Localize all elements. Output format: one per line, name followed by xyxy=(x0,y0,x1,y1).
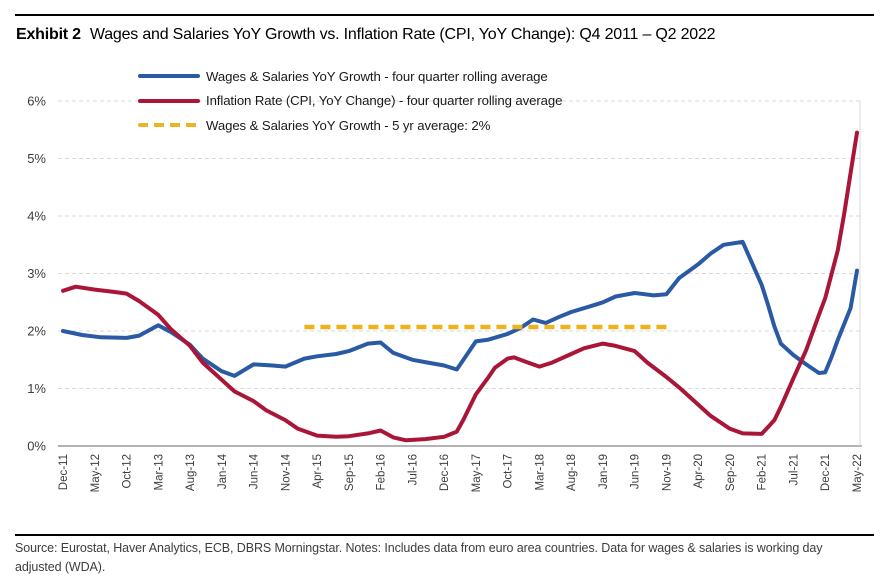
x-axis-tick-label: Jan-14 xyxy=(217,453,229,489)
exhibit-label: Exhibit 2 xyxy=(16,26,81,43)
x-axis-tick-label: Apr-20 xyxy=(693,454,705,489)
y-axis-tick-label: 0% xyxy=(27,439,46,454)
x-axis-tick-label: Dec-21 xyxy=(820,454,832,491)
x-axis-tick-label: Feb-21 xyxy=(757,454,769,490)
y-axis-tick-label: 3% xyxy=(27,266,46,281)
y-axis-tick-label: 5% xyxy=(27,151,46,166)
x-axis-tick-label: Feb-16 xyxy=(376,454,388,490)
inflation-line-swatch-icon xyxy=(138,98,200,103)
y-axis-tick-label: 6% xyxy=(27,94,46,109)
x-axis-tick-label: Oct-12 xyxy=(122,454,134,489)
x-axis-tick-label: Jun-19 xyxy=(630,454,642,489)
x-axis-tick-label: Aug-18 xyxy=(566,454,578,491)
x-axis-tick-label: May-17 xyxy=(471,454,483,492)
x-axis-tick-label: Jun-14 xyxy=(249,453,261,489)
footer-rule xyxy=(15,534,874,536)
x-axis-tick-label: Aug-13 xyxy=(185,454,197,491)
wages-salaries-line xyxy=(61,239,859,378)
y-axis-tick-label: 1% xyxy=(27,381,46,396)
x-axis-tick-label: May-12 xyxy=(90,454,102,492)
x-axis-tick-label: Jan-19 xyxy=(598,454,610,489)
legend-label: Wages & Salaries YoY Growth - four quart… xyxy=(206,68,548,84)
chart-title: Exhibit 2 Wages and Salaries YoY Growth v… xyxy=(16,26,716,44)
x-axis-tick-label: May-22 xyxy=(852,454,864,492)
x-axis-tick-label: Sep-15 xyxy=(344,454,356,491)
inflation-line xyxy=(61,130,859,443)
top-rule xyxy=(15,14,874,16)
legend-label: Inflation Rate (CPI, YoY Change) - four … xyxy=(206,93,563,109)
x-axis-tick-label: Jul-21 xyxy=(788,454,800,485)
legend-item-average: Wages & Salaries YoY Growth - 5 yr avera… xyxy=(138,113,562,138)
x-axis-tick-label: Dec-11 xyxy=(58,454,70,490)
x-axis-tick-label: Oct-17 xyxy=(503,454,515,489)
plot-svg: 0% 1% 2% 3% 4% 5% 6% Dec-11 May-12 Oct-12 Mar-13 Au… xyxy=(27,94,864,493)
average-dashed-swatch-icon xyxy=(138,123,200,128)
y-axis-tick-label: 4% xyxy=(27,209,46,224)
legend-item-wages: Wages & Salaries YoY Growth - four quart… xyxy=(138,64,562,89)
chart-title-text: Wages and Salaries YoY Growth vs. Inflat… xyxy=(89,26,716,43)
x-axis-tick-label: Sep-20 xyxy=(725,454,737,491)
legend-label: Wages & Salaries YoY Growth - 5 yr avera… xyxy=(206,117,491,133)
source-note: Source: Eurostat, Haver Analytics, ECB, … xyxy=(15,541,823,575)
x-axis-tick-label: Nov-19 xyxy=(661,454,673,491)
x-axis-tick-label: Apr-15 xyxy=(312,454,324,489)
x-axis-tick-label: Mar-13 xyxy=(153,454,165,490)
y-axis-tick-label: 2% xyxy=(27,324,46,339)
x-axis-tick-label: Nov-14 xyxy=(280,453,292,491)
x-axis-tick-label: Mar-18 xyxy=(534,454,546,490)
legend-item-inflation: Inflation Rate (CPI, YoY Change) - four … xyxy=(138,89,562,114)
x-axis-tick-label: Jul-16 xyxy=(407,454,419,485)
wages-line-swatch-icon xyxy=(138,74,200,79)
chart-legend: Wages & Salaries YoY Growth - four quart… xyxy=(138,64,562,138)
x-axis-tick-label: Dec-16 xyxy=(439,454,451,491)
